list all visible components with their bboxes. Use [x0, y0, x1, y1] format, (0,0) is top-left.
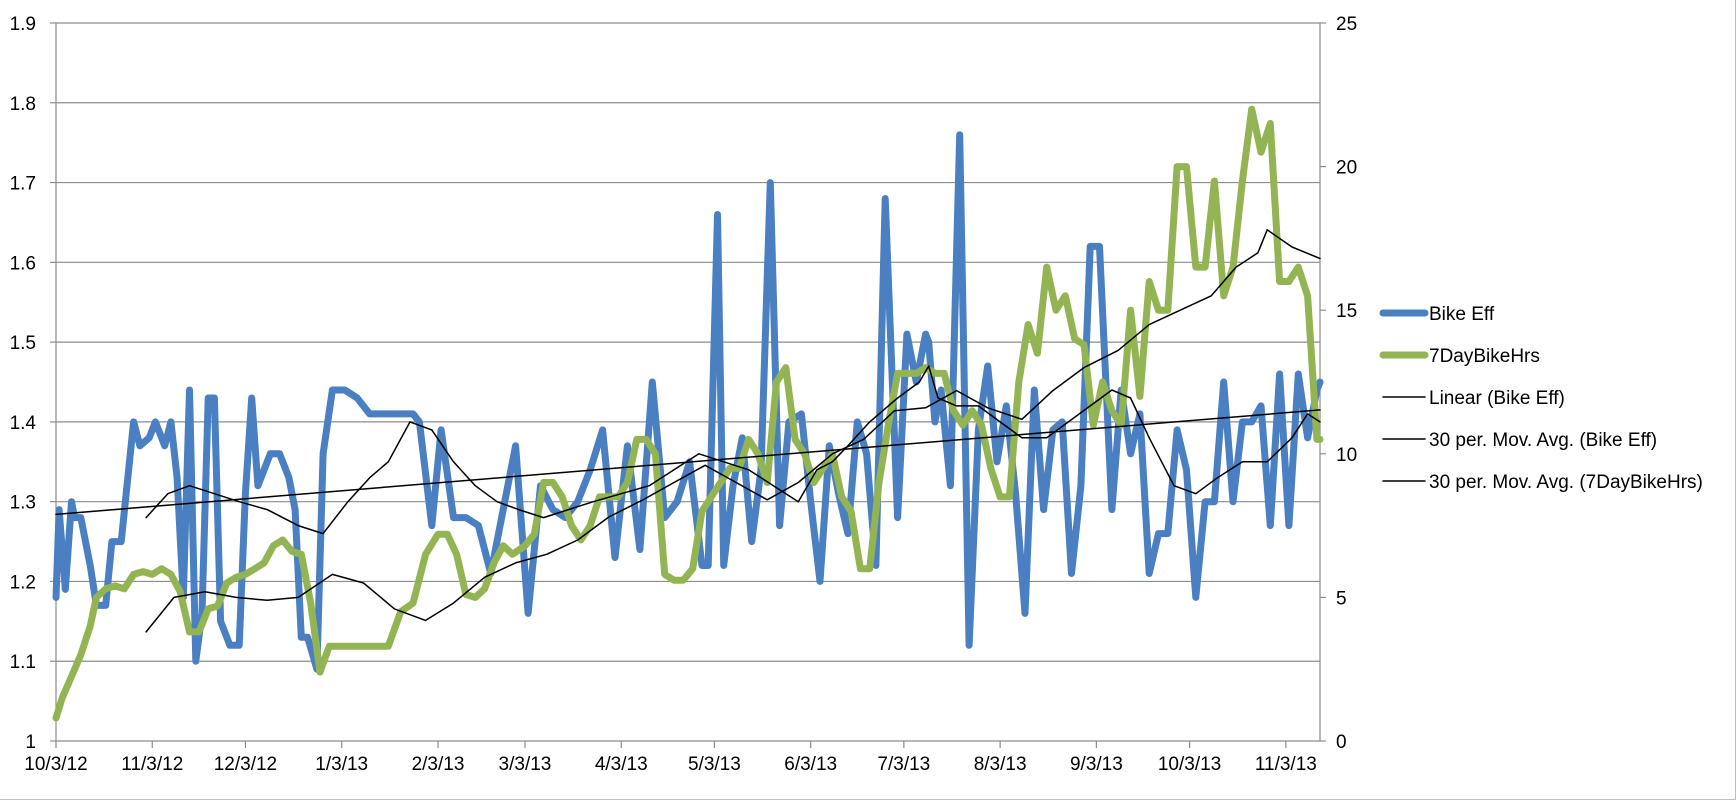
y-right-tick-label: 10: [1336, 445, 1357, 466]
y-left-tick-label: 1.7: [10, 174, 36, 195]
axes: 1 1.1 1.2 1.3 1.4 1.5 1.6 1.7 1.8 1.9 0 5 10 15 20 25 10…: [10, 14, 1358, 775]
y-right-tick-label: 0: [1336, 732, 1347, 753]
series-line-4: [145, 365, 1321, 535]
series-line-3: [55, 409, 1321, 516]
x-tick-label: 8/3/13: [974, 754, 1027, 775]
x-tick-label: 9/3/13: [1070, 754, 1123, 775]
x-tick-label: 10/3/13: [1158, 754, 1221, 775]
x-tick-label: 6/3/13: [784, 754, 837, 775]
x-tick-label: 10/3/12: [24, 754, 87, 775]
legend-label: 7DayBikeHrs: [1429, 346, 1540, 367]
y-left-tick-label: 1.3: [10, 493, 36, 514]
y-right-tick-label: 20: [1336, 158, 1357, 179]
x-tick-label: 2/3/13: [412, 754, 465, 775]
y-right-tick-label: 25: [1336, 14, 1357, 35]
legend-label: Linear (Bike Eff): [1429, 388, 1565, 409]
y-left-tick-label: 1.5: [10, 333, 36, 354]
x-tick-label: 1/3/13: [315, 754, 368, 775]
legend-label: 30 per. Mov. Avg. (Bike Eff): [1429, 430, 1657, 451]
legend-label: Bike Eff: [1429, 304, 1495, 325]
x-tick-label: 5/3/13: [688, 754, 741, 775]
y-left-tick-label: 1: [25, 732, 36, 753]
legend: Bike Eff 7DayBikeHrs Linear (Bike Eff) 30 p…: [1379, 304, 1703, 493]
series-lines: [52, 105, 1324, 722]
x-tick-label: 11/3/12: [121, 754, 183, 775]
y-left-tick-label: 1.6: [10, 253, 36, 274]
x-tick-label: 12/3/12: [214, 754, 277, 775]
y-left-tick-label: 1.8: [10, 94, 36, 115]
legend-label: 30 per. Mov. Avg. (7DayBikeHrs): [1429, 472, 1703, 493]
x-tick-label: 4/3/13: [595, 754, 648, 775]
x-tick-label: 3/3/13: [499, 754, 552, 775]
x-tick-label: 7/3/13: [877, 754, 930, 775]
y-left-tick-label: 1.9: [10, 14, 36, 35]
y-left-tick-label: 1.1: [10, 652, 36, 673]
series-line-1: [52, 131, 1324, 673]
series-line-5: [145, 229, 1321, 633]
y-right-tick-label: 5: [1336, 588, 1347, 609]
y-right-tick-label: 15: [1336, 301, 1357, 322]
gridlines: [56, 22, 1320, 662]
series-line-2: [52, 105, 1324, 722]
x-tick-label: 11/3/13: [1255, 754, 1317, 775]
y-left-tick-label: 1.2: [10, 572, 36, 593]
y-left-tick-label: 1.4: [10, 413, 37, 434]
